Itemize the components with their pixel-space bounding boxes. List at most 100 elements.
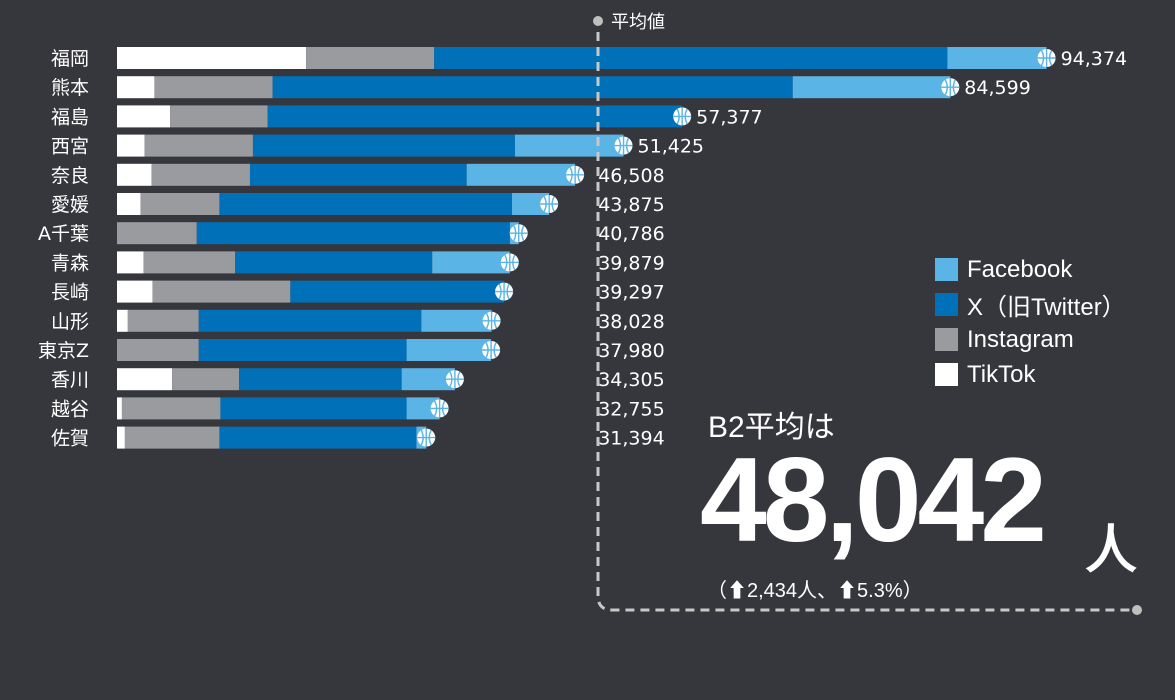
bar-segment-tiktok [117, 397, 122, 420]
summary-title: B2平均は [708, 411, 835, 444]
legend-swatch [935, 293, 958, 316]
bar-segment-instagram [117, 339, 199, 361]
bar-segment-tiktok [117, 76, 155, 99]
total-value-label: 39,297 [598, 282, 664, 304]
legend-swatch [935, 363, 958, 386]
average-line [596, 32, 1134, 612]
bar-segment-tiktok [117, 426, 125, 449]
legend-swatch [935, 328, 958, 351]
bar-segment-tiktok [117, 368, 173, 391]
bar-segment-x-twitter [267, 105, 683, 128]
bar-segment-instagram [144, 134, 253, 157]
total-value-label: 46,508 [598, 165, 664, 187]
bar-segment-x-twitter [198, 309, 422, 332]
basketball-icon [509, 224, 528, 243]
bar-segment-x-twitter [290, 280, 505, 303]
bar-segment-instagram [151, 163, 250, 186]
basketball-icon [673, 107, 692, 126]
bar-segment-facebook [401, 368, 455, 391]
legend-item-x-twitter: X（旧Twitter） [935, 287, 1126, 322]
bar-segment-x-twitter [235, 251, 433, 274]
basketball-icon [482, 311, 501, 330]
category-label: 西宮 [51, 136, 89, 158]
bar-segment-instagram [140, 193, 220, 215]
bar-segment-tiktok [117, 47, 307, 69]
basketball-icon [941, 78, 960, 97]
bar-segment-tiktok [117, 280, 153, 303]
total-value-label: 84,599 [964, 77, 1030, 99]
legend-item-facebook: Facebook [935, 252, 1126, 287]
total-value-label: 39,879 [598, 252, 664, 274]
bar-segment-instagram [124, 426, 220, 449]
category-label: 越谷 [51, 398, 89, 420]
bar-segment-x-twitter [220, 397, 407, 420]
category-label: 奈良 [51, 165, 89, 187]
total-value-label: 31,394 [598, 428, 664, 450]
basketball-icon [540, 195, 559, 213]
legend-item-tiktok: TikTok [935, 357, 1126, 392]
bar-segment-tiktok [117, 309, 128, 332]
average-line-label: 平均値 [611, 12, 665, 33]
category-label: A千葉 [38, 223, 89, 245]
average-line-end-dot [1132, 605, 1142, 615]
bars-layer: 福岡 94,374 熊本 84,599 福島 57,377 西宮 51,425 奈良 46,508… [38, 47, 1127, 450]
category-label: 東京Z [38, 340, 89, 362]
bar-segment-instagram [306, 47, 435, 69]
bar-segment-instagram [143, 251, 236, 274]
basketball-icon [566, 165, 585, 184]
bar-segment-x-twitter [219, 426, 417, 449]
bar-segment-instagram [172, 368, 240, 391]
bar-segment-instagram [127, 309, 199, 332]
category-label: 香川 [51, 369, 89, 391]
bar-segment-instagram [117, 222, 197, 245]
basketball-icon [417, 428, 436, 447]
legend-label: TikTok [967, 360, 1036, 388]
total-value-label: 43,875 [598, 194, 664, 216]
bar-segment-facebook [792, 76, 951, 99]
bar-segment-tiktok [117, 134, 145, 157]
total-value-label: 38,028 [598, 311, 664, 333]
basketball-icon [495, 282, 514, 301]
bar-segment-facebook [432, 251, 510, 274]
basketball-icon [430, 399, 449, 418]
basketball-icon [614, 136, 633, 155]
category-label: 長崎 [51, 282, 89, 304]
summary-unit: 人 [1085, 522, 1138, 580]
legend: Facebook X（旧Twitter） Instagram TikTok [935, 252, 1126, 392]
bar-segment-facebook [466, 163, 576, 186]
bar-segment-x-twitter [272, 76, 793, 99]
basketball-icon [1037, 49, 1056, 67]
category-label: 福島 [51, 106, 89, 128]
bar-segment-tiktok [117, 105, 171, 128]
bar-segment-x-twitter [219, 193, 512, 215]
summary-change: （⬆2,434人、⬆5.3%） [707, 580, 923, 602]
bar-segment-facebook [406, 397, 440, 420]
legend-label: Instagram [967, 325, 1074, 353]
bar-segment-instagram [152, 280, 291, 303]
bar-segment-x-twitter [252, 134, 515, 157]
category-label: 青森 [51, 252, 89, 274]
basketball-icon [482, 341, 501, 359]
bar-segment-facebook [514, 134, 624, 157]
average-line-start-dot [593, 16, 603, 26]
bar-segment-x-twitter [196, 222, 510, 245]
total-value-label: 94,374 [1061, 48, 1127, 70]
total-value-label: 32,755 [598, 398, 664, 420]
legend-label: X（旧Twitter） [967, 294, 1126, 321]
bar-segment-x-twitter [198, 339, 407, 361]
bar-segment-tiktok [117, 163, 152, 186]
bar-segment-facebook [511, 193, 550, 215]
category-label: 山形 [51, 311, 89, 333]
summary-value: 48,042 [700, 433, 1047, 567]
bar-segment-x-twitter [434, 47, 948, 69]
total-value-label: 57,377 [696, 106, 762, 128]
bar-segment-facebook [406, 339, 492, 361]
bar-segment-instagram [121, 397, 221, 420]
bar-segment-facebook [947, 47, 1047, 69]
category-label: 愛媛 [51, 194, 89, 216]
bar-segment-x-twitter [249, 163, 467, 186]
category-label: 福岡 [51, 48, 89, 70]
basketball-icon [445, 370, 464, 389]
total-value-label: 40,786 [598, 223, 664, 245]
